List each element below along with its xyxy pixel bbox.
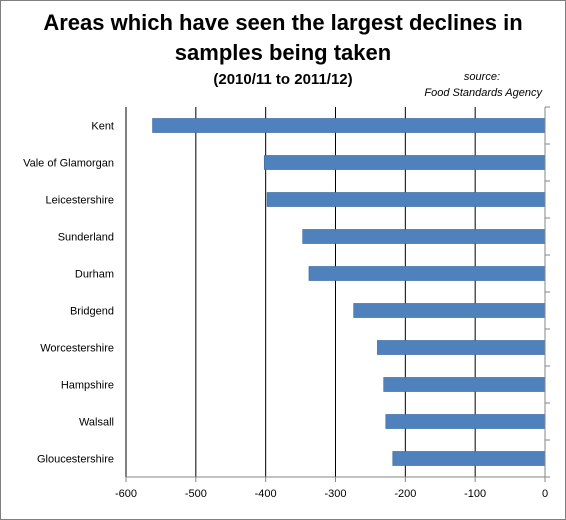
- bar-7: [383, 377, 546, 392]
- bar-4: [308, 266, 546, 281]
- category-label-3: Sunderland: [58, 232, 114, 244]
- category-label-0: Kent: [91, 121, 114, 133]
- x-tick-label-2: -400: [255, 488, 277, 500]
- source-name: Food Standards Agency: [424, 87, 542, 99]
- category-label-4: Durham: [75, 269, 114, 281]
- chart-title-line-2: samples being taken: [174, 40, 392, 65]
- bar-9: [392, 451, 546, 466]
- bar-2: [266, 192, 546, 207]
- chart-title-line-1: Areas which have seen the largest declin…: [43, 10, 523, 35]
- bar-5: [353, 303, 546, 318]
- category-label-9: Gloucestershire: [37, 454, 114, 466]
- x-tick-label-0: -600: [115, 488, 137, 500]
- category-label-7: Hampshire: [61, 380, 114, 392]
- bar-3: [302, 229, 546, 244]
- x-tick-label-5: -100: [464, 488, 486, 500]
- bar-0: [152, 118, 546, 133]
- chart-subtitle: (2010/11 to 2011/12): [213, 71, 353, 88]
- category-label-2: Leicestershire: [46, 195, 114, 207]
- category-label-5: Bridgend: [70, 306, 114, 318]
- category-label-1: Vale of Glamorgan: [23, 158, 114, 170]
- x-tick-label-3: -300: [324, 488, 346, 500]
- x-tick-label-1: -500: [185, 488, 207, 500]
- bar-6: [377, 340, 546, 355]
- category-label-8: Walsall: [79, 417, 114, 429]
- x-tick-label-6: 0: [542, 488, 548, 500]
- x-tick-label-4: -200: [394, 488, 416, 500]
- source-label: source:: [463, 71, 500, 83]
- bar-1: [263, 155, 546, 170]
- bar-8: [385, 414, 546, 429]
- category-label-6: Worcestershire: [40, 343, 114, 355]
